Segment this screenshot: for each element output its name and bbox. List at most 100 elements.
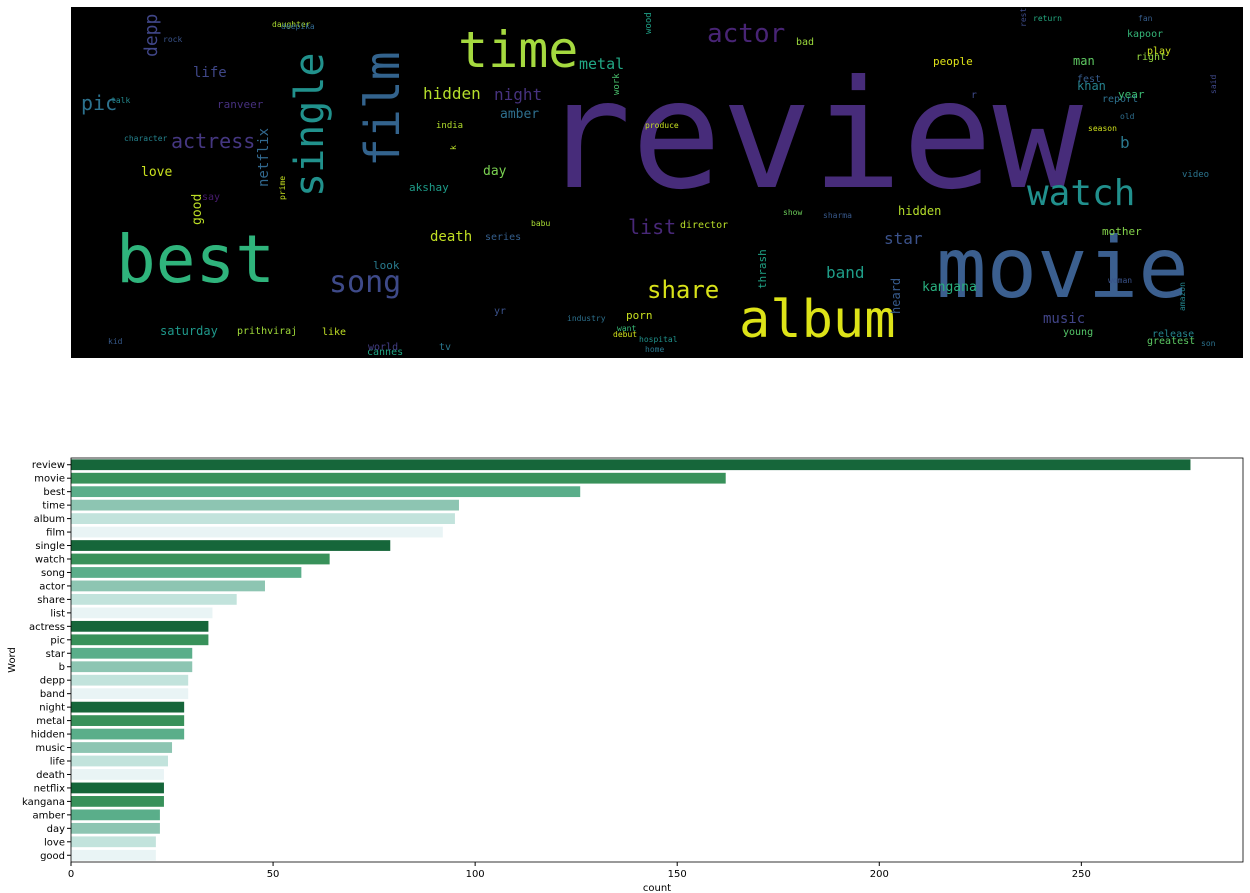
bar [71,459,1191,471]
bar [71,499,459,511]
cloud-word: thrash [756,249,769,289]
x-tick-label: 250 [1072,869,1091,880]
cloud-word: single [287,53,333,198]
cloud-word: music [1043,311,1085,327]
cloud-word: like [322,327,346,338]
cloud-word: show [783,208,802,217]
bar [71,809,160,821]
y-tick-label: b [59,662,65,673]
bar [71,513,455,524]
y-tick-label: netflix [34,783,65,794]
bar [71,769,164,780]
cloud-word: prithviraj [237,326,297,337]
cloud-word: love [141,165,172,180]
y-tick-label: depp [40,676,65,687]
y-tick-label: star [46,649,66,660]
cloud-word: fest [1077,74,1101,85]
bar [71,755,168,767]
y-tick-label: life [50,757,65,768]
cloud-word: time [458,21,578,79]
cloud-word: akshay [409,181,449,194]
bar [71,472,726,484]
y-axis-label: Word [7,647,18,673]
cloud-word: industry [567,314,606,323]
cloud-word: song [329,265,401,300]
cloud-word: heard [889,278,903,314]
cloud-word: babu [531,219,550,228]
bar [71,782,164,794]
cloud-word: report [1102,94,1138,105]
bar [71,836,156,848]
x-tick-label: 0 [68,869,74,880]
y-tick-label: death [36,770,65,781]
cloud-word: amber [500,107,539,122]
cloud-word: restless [1019,7,1028,27]
cloud-word: talk [111,96,130,105]
bar [71,674,189,686]
bar [71,540,391,551]
cloud-word: hidden [423,84,481,103]
y-tick-label: love [44,837,65,848]
cloud-word: saturday [160,324,218,338]
y-tick-label: song [41,568,65,579]
cloud-word: netflix [256,128,272,187]
cloud-word: good [190,194,205,225]
cloud-word: film [355,51,411,167]
bar [71,701,185,713]
x-tick-label: 200 [870,869,889,880]
cloud-word: porn [626,309,653,322]
cloud-word: hidden [898,204,941,218]
cloud-word: list [628,215,676,239]
y-tick-label: night [39,703,65,714]
cloud-word: b [1120,133,1130,152]
cloud-word: band [826,263,865,282]
bar [71,796,164,807]
cloud-word: depp [141,14,162,57]
y-tick-label: day [47,824,65,835]
bar [71,486,581,498]
cloud-word: star [884,229,923,248]
x-tick-label: 100 [466,869,485,880]
y-tick-label: share [37,595,65,606]
cloud-word: world [368,342,398,353]
x-tick-label: 150 [668,869,687,880]
x-tick-label: 50 [267,869,280,880]
cloud-word: rock [163,35,182,44]
cloud-word: pic [81,91,117,115]
cloud-word: man [1073,54,1095,68]
y-tick-label: album [34,514,65,525]
cloud-word: wood [644,12,654,34]
bar [71,567,302,578]
cloud-word: kangana [922,280,977,295]
cloud-word: greatest [1147,336,1195,347]
bar [71,715,185,726]
y-tick-label: list [50,608,65,619]
y-tick-label: hidden [31,730,65,741]
y-tick-label: metal [36,716,65,727]
cloud-word: director [680,220,728,231]
cloud-word: k [449,145,458,150]
bar [71,647,193,659]
cloud-word: release [1152,329,1194,340]
x-axis-label: count [643,883,671,893]
cloud-word: r [971,90,977,101]
bar-chart: review movie best time album film single watch s… [7,457,1244,893]
cloud-word: kid [108,337,123,346]
bar [71,526,443,538]
y-tick-label: kangana [22,797,65,808]
cloud-word: death [430,229,472,245]
cloud-word: work [612,73,622,95]
cloud-word: india [436,121,463,131]
cloud-word: bad [796,37,814,48]
y-tick-label: single [35,541,65,552]
cloud-word: say [202,192,220,203]
y-tick-label: movie [34,474,65,485]
bar [71,728,185,740]
cloud-word: play [1147,46,1171,57]
y-tick-label: pic [50,635,65,646]
bar [71,607,213,619]
cloud-word: year [1118,88,1145,101]
bar [71,580,265,592]
cloud-word: want [617,324,636,333]
